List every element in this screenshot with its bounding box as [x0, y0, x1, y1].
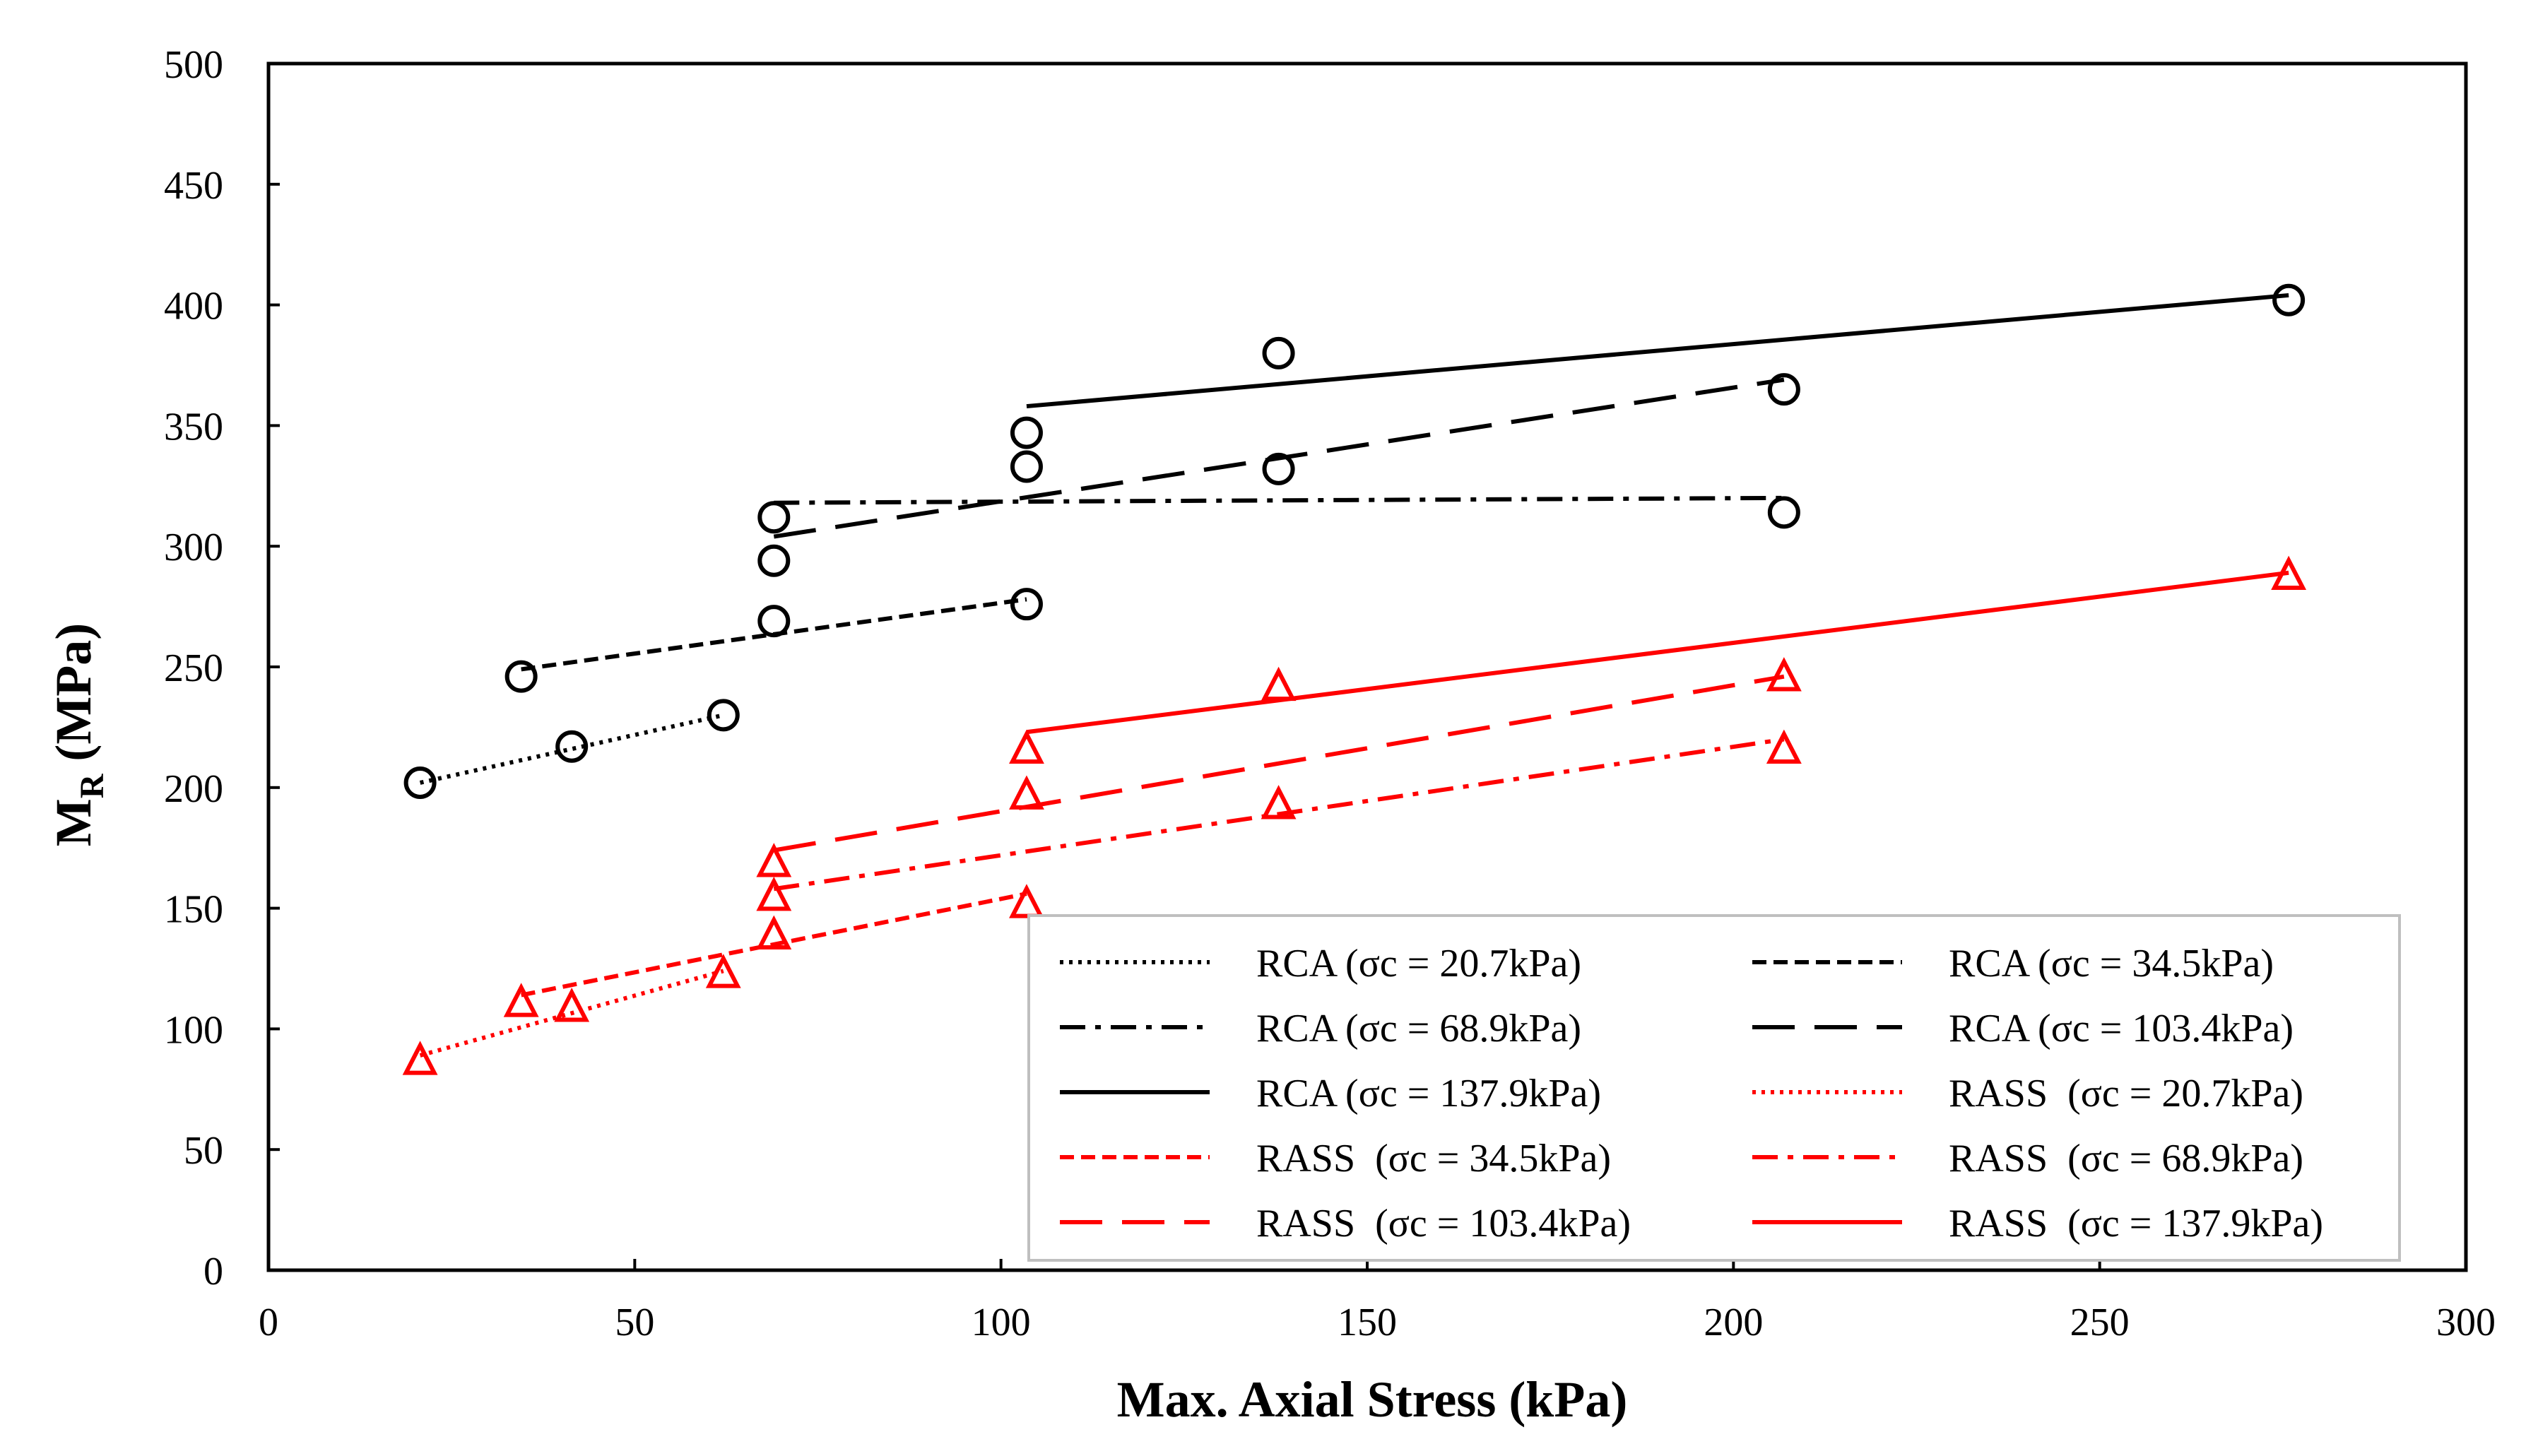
trend-line: [419, 969, 724, 1058]
data-point-circle: [757, 544, 791, 577]
y-tick-label: 350: [164, 405, 223, 449]
data-point-circle: [707, 699, 740, 732]
y-tick-label: 200: [164, 767, 223, 811]
data-point-triangle: [2271, 555, 2307, 591]
x-tick-label: 150: [1338, 1301, 1397, 1344]
data-point-circle: [555, 730, 589, 763]
trend-line: [773, 674, 1785, 853]
legend-label: RASS (σc = 103.4kPa): [1256, 1202, 1631, 1245]
data-point-triangle: [503, 983, 539, 1017]
y-tick-label: 0: [203, 1250, 223, 1294]
legend-label: RCA (σc = 137.9kPa): [1256, 1072, 1601, 1115]
data-point-triangle: [1261, 785, 1297, 819]
data-point-circle: [1767, 373, 1800, 406]
legend-label: RASS (σc = 34.5kPa): [1256, 1137, 1611, 1180]
x-tick-label: 0: [259, 1301, 278, 1344]
y-tick-label: 300: [164, 526, 223, 569]
y-tick-label: 50: [184, 1129, 223, 1173]
y-tick-label: 150: [164, 888, 223, 932]
data-point-triangle: [1261, 666, 1297, 702]
legend-items: RCA (σc = 20.7kPa) RCA (σc = 34.5kPa) RCA …: [1060, 942, 2323, 1245]
trend-line: [1026, 570, 2289, 735]
data-point-circle: [757, 605, 791, 638]
trend-line: [773, 377, 1785, 539]
data-point-triangle: [1009, 775, 1044, 810]
trend-line: [774, 495, 1784, 505]
legend: RCA (σc = 20.7kPa) RCA (σc = 34.5kPa) RCA …: [1027, 914, 2401, 1262]
plot-area-frame: [266, 61, 2468, 1272]
legend-label: RCA (σc = 34.5kPa): [1949, 942, 2274, 986]
data-point-triangle: [554, 988, 590, 1022]
trend-line: [521, 892, 1027, 998]
y-axis-tick-labels: 0 50 100 150 200 250 300 350 400 450 500: [164, 43, 223, 1294]
x-tick-label: 250: [2070, 1301, 2130, 1344]
data-point-circle: [1010, 450, 1043, 483]
x-tick-label: 100: [972, 1301, 1031, 1344]
legend-label: RCA (σc = 103.4kPa): [1949, 1007, 2294, 1050]
data-point-circle: [1262, 336, 1295, 369]
x-axis-title: Max. Axial Stress (kPa): [1117, 1371, 1628, 1428]
y-axis-title-unit: (MPa): [45, 623, 102, 774]
legend-label: RASS (σc = 137.9kPa): [1949, 1202, 2323, 1245]
data-point-circle: [1767, 496, 1800, 529]
legend-label: RASS (σc = 20.7kPa): [1949, 1072, 2303, 1115]
data-point-triangle: [705, 954, 741, 988]
legend-label: RCA (σc = 68.9kPa): [1256, 1007, 1581, 1050]
data-point-circle: [504, 660, 538, 693]
legend-label: RCA (σc = 20.7kPa): [1256, 942, 1581, 986]
y-axis-title: MR (MPa): [45, 623, 111, 847]
trend-line: [773, 737, 1785, 892]
trend-line: [419, 713, 724, 785]
y-tick-label: 100: [164, 1008, 223, 1052]
data-points: [402, 283, 2307, 1075]
x-tick-label: 50: [615, 1301, 654, 1344]
data-point-circle: [2272, 283, 2306, 316]
data-point-circle: [1010, 416, 1043, 449]
data-point-triangle: [756, 843, 792, 877]
x-axis-tick-labels: 0 50 100 150 200 250 300: [259, 1301, 2496, 1344]
trend-lines: [419, 292, 2289, 1058]
data-point-triangle: [1766, 657, 1802, 692]
data-point-triangle: [1009, 884, 1044, 918]
y-tick-label: 400: [164, 285, 223, 329]
data-point-circle: [403, 766, 437, 799]
data-point-triangle: [1766, 729, 1802, 764]
data-point-triangle: [756, 915, 792, 950]
data-point-triangle: [756, 876, 792, 911]
y-tick-label: 250: [164, 646, 223, 690]
legend-box: [1027, 914, 2401, 1262]
x-tick-label: 300: [2436, 1301, 2496, 1344]
y-tick-label: 450: [164, 164, 223, 208]
y-axis-title-subscript: R: [73, 773, 111, 798]
data-point-circle: [757, 501, 791, 534]
y-axis-title-main: M: [45, 798, 102, 846]
y-tick-label: 500: [164, 43, 223, 87]
data-point-circle: [1010, 588, 1043, 621]
legend-label: RASS (σc = 68.9kPa): [1949, 1137, 2303, 1180]
trend-line: [1026, 292, 2289, 409]
data-point-triangle: [1009, 729, 1044, 764]
data-point-triangle: [402, 1041, 438, 1075]
x-tick-label: 200: [1704, 1301, 1763, 1344]
data-point-circle: [1262, 452, 1295, 485]
